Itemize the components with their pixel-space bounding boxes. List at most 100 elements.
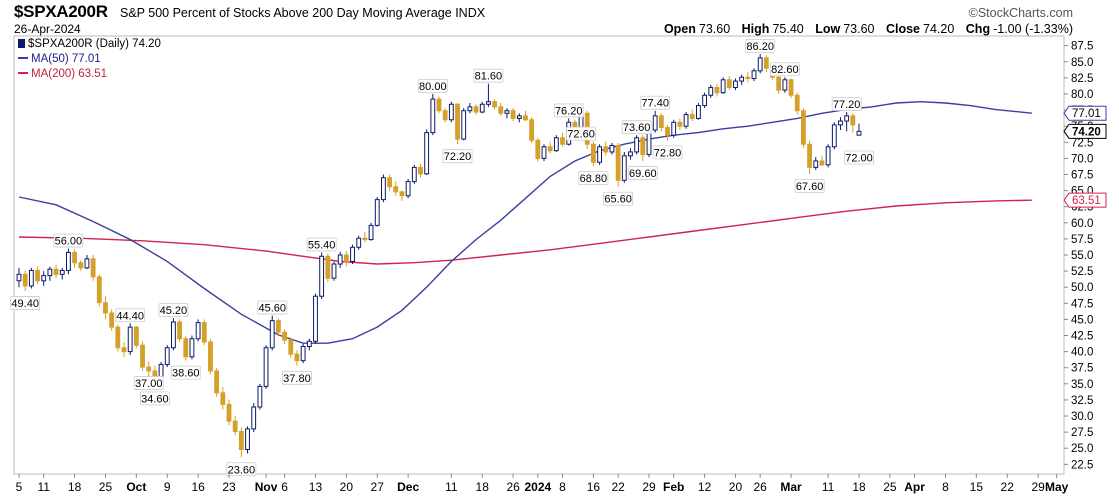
peak-annotation: 55.40 [306, 237, 337, 251]
candle [695, 102, 701, 120]
chart-date: 26-Apr-2024 [14, 22, 81, 36]
candle-body [374, 199, 380, 226]
open-label: Open [663, 22, 696, 36]
legend-main-swatch [18, 39, 25, 48]
candle [504, 108, 510, 119]
candle-body [590, 143, 596, 163]
candle [275, 318, 281, 337]
peak-annotation: 69.60 [627, 166, 658, 180]
candle [615, 142, 621, 187]
candle [492, 99, 498, 110]
candle-body [510, 110, 516, 119]
candle [634, 135, 640, 155]
candle [343, 251, 349, 267]
candle [658, 113, 664, 132]
ohlc-readout: Open 73.60 High 75.40 Low 73.60 Close 74.20 … [664, 22, 1073, 36]
x-tick-label: Nov [255, 480, 278, 494]
candle-body [757, 57, 763, 72]
peak-annotation: 82.60 [769, 62, 800, 77]
low-label: Low [815, 22, 841, 36]
candle [28, 267, 34, 289]
annotation-label: 44.40 [116, 310, 144, 322]
candle-body [96, 276, 102, 304]
candle [399, 190, 405, 201]
legend-ma50: MA(50) 77.01 [18, 53, 101, 65]
candle [368, 222, 374, 241]
candle-body [170, 321, 176, 349]
candle-body [362, 237, 368, 241]
x-tick-label: Feb [663, 480, 684, 494]
ma50-line [18, 100, 1032, 344]
candle-body [424, 132, 430, 175]
x-tick-label: 11 [37, 480, 50, 494]
candle-body [53, 268, 59, 275]
candle-body [411, 166, 417, 183]
x-tick-label: 20 [729, 480, 743, 494]
last-value-label: 63.51 [1072, 195, 1101, 207]
annotation-box [652, 145, 683, 160]
x-tick-label: 22 [1001, 480, 1015, 494]
peak-annotation: 45.20 [158, 303, 189, 317]
legend-ma50-swatch [18, 57, 28, 59]
candle [356, 235, 362, 250]
candle-body [288, 339, 294, 355]
x-tick-label: 12 [698, 480, 712, 494]
candle-body [695, 105, 701, 119]
annotation-label: 86.20 [746, 41, 774, 53]
peak-annotation: 34.60 [139, 391, 170, 406]
annotation-box [53, 233, 84, 248]
candle [84, 255, 90, 270]
annotation-box [794, 178, 825, 193]
candle [442, 108, 448, 123]
candle-body [146, 366, 152, 372]
candle-body [109, 312, 115, 328]
candle-body [442, 110, 448, 121]
candle-body [479, 103, 485, 113]
candle [757, 54, 763, 74]
candle-body [319, 255, 325, 297]
annotation-label: 55.40 [308, 239, 336, 251]
candle-body [819, 160, 825, 166]
y-tick-label: 87.5 [1071, 41, 1093, 53]
candle-body [65, 251, 71, 271]
candle-body [47, 268, 53, 277]
candle [702, 92, 708, 109]
candle-body [597, 146, 603, 163]
legend-ma200-text: MA(200) 63.51 [31, 68, 108, 80]
annotation-box [115, 308, 146, 323]
candle-body [498, 106, 504, 114]
annotation-box [745, 39, 776, 53]
candle-body [22, 273, 28, 287]
chart-description-text: S&P 500 Percent of Stocks Above 200 Day … [120, 6, 452, 20]
candle [553, 135, 559, 152]
candle-body [523, 115, 528, 121]
chg-label: Chg [965, 22, 991, 36]
candle [245, 426, 250, 454]
annotation-box [139, 391, 170, 406]
annotation-box [769, 62, 800, 77]
candle-body [547, 146, 553, 152]
x-tick-label: 5 [16, 480, 23, 494]
candle-body [208, 341, 213, 372]
candle [96, 274, 102, 307]
annotation-label: 45.60 [258, 303, 286, 315]
grid-layer [13, 35, 1065, 475]
peak-annotation: 38.60 [170, 365, 201, 380]
candle-body [689, 114, 695, 119]
x-tick-label: 18 [852, 480, 866, 494]
legend-main-text: $SPXA200R (Daily) 74.20 [28, 38, 161, 50]
y-tick-label: 57.5 [1071, 234, 1093, 246]
candle-body [473, 106, 479, 113]
candle-body [387, 177, 393, 188]
candle-body [485, 101, 491, 105]
candle-body [245, 428, 250, 451]
candle-body [844, 115, 850, 122]
candle [195, 319, 201, 342]
annotation-box [621, 120, 652, 135]
candle [16, 267, 22, 288]
candle [807, 140, 813, 174]
candle-body [609, 145, 615, 153]
candle-body [541, 146, 547, 159]
